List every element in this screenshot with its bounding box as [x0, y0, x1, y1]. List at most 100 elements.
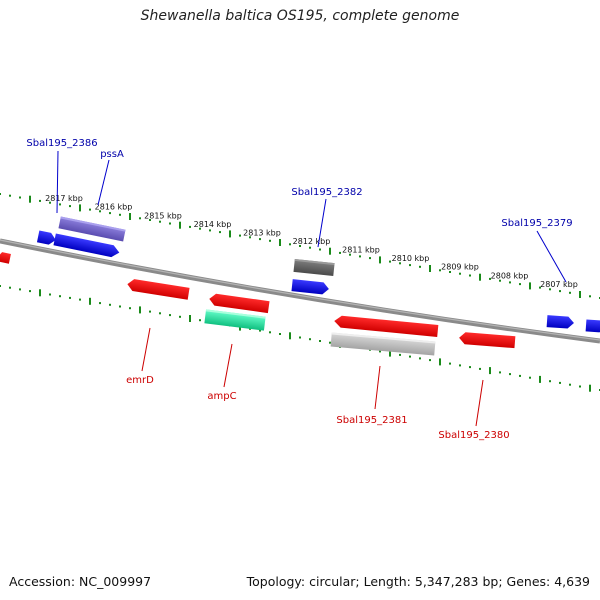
minor-tick	[309, 338, 311, 341]
minor-tick	[429, 359, 431, 362]
minor-tick	[19, 288, 21, 291]
minor-tick	[89, 208, 91, 211]
minor-tick	[319, 248, 321, 251]
minor-tick	[319, 340, 321, 342]
leader-forward	[56, 150, 59, 214]
minor-tick	[389, 260, 391, 263]
minor-tick	[9, 286, 11, 289]
minor-tick	[459, 272, 461, 275]
minor-tick	[239, 234, 241, 237]
label-leaders	[56, 150, 567, 427]
leader-reverse	[141, 327, 151, 372]
minor-tick	[159, 220, 161, 223]
minor-tick	[139, 217, 141, 220]
gene-feature-forward[interactable]	[585, 319, 600, 333]
coordinate-label: 2811 kbp	[342, 246, 380, 255]
minor-tick	[0, 193, 1, 195]
minor-tick	[119, 305, 121, 308]
minor-tick	[409, 355, 411, 358]
minor-tick	[109, 303, 111, 306]
gene-feature-forward[interactable]	[546, 315, 575, 329]
minor-tick	[99, 302, 101, 305]
minor-tick	[119, 213, 121, 216]
coordinate-label: 2808 kbp	[491, 271, 529, 280]
minor-tick	[69, 296, 71, 299]
major-tick	[139, 306, 141, 314]
gene-feature-forward[interactable]	[36, 230, 57, 246]
major-tick	[529, 282, 531, 290]
minor-tick	[399, 353, 401, 356]
minor-tick	[99, 210, 101, 213]
genome-backbone	[0, 238, 600, 344]
minor-tick	[259, 238, 261, 241]
coordinate-label: 2810 kbp	[392, 254, 430, 263]
minor-tick	[549, 288, 551, 291]
minor-tick	[299, 336, 301, 339]
minor-tick	[359, 255, 361, 258]
gene-feature-light[interactable]	[330, 332, 436, 356]
major-tick	[189, 315, 191, 322]
major-tick	[489, 367, 491, 375]
gene-feature-reverse[interactable]	[126, 278, 190, 300]
gene-label-reverse[interactable]: ampC	[207, 391, 236, 402]
gene-feature-reverse[interactable]	[208, 293, 270, 314]
gene-label-reverse[interactable]: Sbal195_2380	[438, 430, 509, 441]
gene-label-forward[interactable]: Sbal195_2386	[26, 138, 97, 149]
gene-feature-reverse[interactable]	[459, 332, 516, 349]
minor-tick	[309, 246, 311, 249]
minor-tick	[199, 227, 201, 230]
minor-tick	[189, 225, 191, 228]
minor-tick	[289, 243, 291, 246]
major-tick	[389, 349, 391, 357]
minor-tick	[29, 290, 31, 293]
minor-tick	[269, 331, 271, 334]
minor-tick	[559, 381, 561, 384]
minor-tick	[0, 285, 1, 287]
minor-tick	[169, 222, 171, 225]
genome-backbone-highlight	[0, 239, 600, 341]
gene-feature-dark[interactable]	[293, 258, 335, 277]
gene-label-forward[interactable]: Sbal195_2382	[291, 187, 362, 198]
major-tick	[29, 195, 31, 203]
gene-feature-reverse[interactable]	[334, 315, 439, 337]
major-tick	[279, 239, 281, 246]
minor-tick	[349, 253, 351, 256]
major-tick	[539, 375, 541, 383]
gene-label-reverse[interactable]: Sbal195_2381	[336, 415, 407, 426]
gene-feature-ampc[interactable]	[204, 309, 266, 331]
minor-tick	[539, 286, 541, 289]
minor-tick	[49, 293, 51, 296]
major-tick	[289, 332, 291, 340]
major-tick	[39, 289, 41, 297]
minor-tick	[69, 205, 71, 208]
map-title: Shewanella baltica OS195, complete genom…	[140, 8, 460, 24]
coordinate-label: 2816 kbp	[95, 203, 133, 212]
minor-tick	[469, 366, 471, 369]
major-tick	[79, 204, 81, 212]
gene-label-forward[interactable]: Sbal195_2379	[501, 218, 572, 229]
minor-tick	[129, 307, 131, 310]
gene-feature-pseudo[interactable]	[58, 216, 126, 242]
minor-tick	[59, 203, 61, 206]
minor-tick	[489, 277, 491, 280]
minor-tick	[279, 333, 281, 335]
minor-tick	[259, 329, 261, 332]
minor-tick	[569, 383, 571, 386]
gene-label-forward[interactable]: pssA	[100, 149, 124, 160]
accession-text: Accession: NC_009997	[9, 574, 152, 589]
minor-tick	[329, 341, 331, 344]
major-tick	[89, 297, 91, 305]
minor-tick	[339, 251, 341, 254]
gene-feature-forward[interactable]	[291, 279, 329, 295]
leader-reverse	[475, 379, 484, 427]
minor-tick	[499, 371, 501, 374]
gene-feature-forward[interactable]	[53, 233, 120, 259]
gene-label-reverse[interactable]: emrD	[126, 375, 154, 386]
coordinate-label: 2813 kbp	[243, 228, 281, 237]
gene-labels: Sbal195_2386 pssA Sbal195_2382 Sbal195_2…	[26, 138, 572, 441]
gene-feature-reverse[interactable]	[0, 251, 11, 264]
minor-tick	[419, 357, 421, 360]
coordinate-label: 2812 kbp	[293, 237, 331, 246]
major-tick	[379, 256, 381, 264]
